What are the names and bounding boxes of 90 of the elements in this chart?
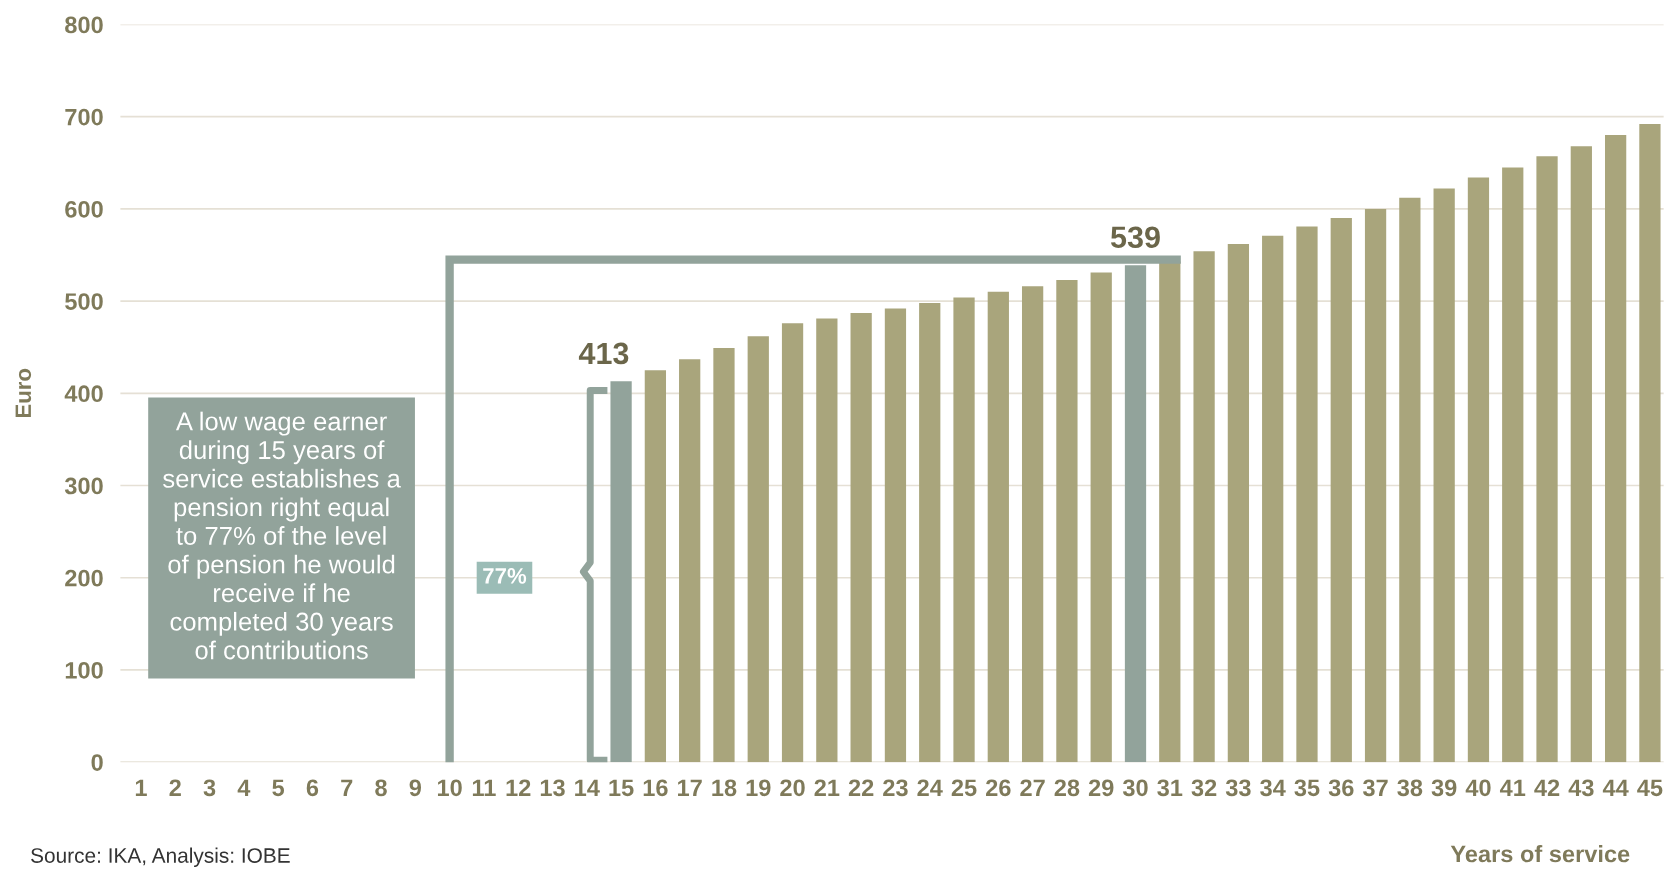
x-tick-label: 11 bbox=[472, 779, 496, 796]
x-tick-label: 34 bbox=[1260, 779, 1286, 797]
bar bbox=[713, 348, 735, 763]
x-tick-label: 29 bbox=[1088, 779, 1114, 797]
bar bbox=[1467, 177, 1490, 763]
x-tick-label: 23 bbox=[883, 779, 908, 797]
x-axis-title: Years of service bbox=[1450, 845, 1630, 863]
bar bbox=[816, 318, 838, 763]
bar bbox=[953, 297, 975, 763]
x-tick-label: 15 bbox=[609, 779, 634, 797]
x-tick-label: 3 bbox=[203, 779, 216, 797]
y-tick-label: 300 bbox=[64, 477, 103, 495]
bar bbox=[679, 359, 701, 763]
bar bbox=[1399, 197, 1421, 763]
bar bbox=[1227, 243, 1250, 763]
x-tick-label: 27 bbox=[1020, 779, 1045, 796]
bar bbox=[1639, 124, 1661, 763]
bar bbox=[1193, 251, 1215, 763]
x-tick-label: 14 bbox=[575, 779, 600, 796]
bar bbox=[747, 336, 769, 763]
bar bbox=[1502, 167, 1524, 763]
x-tick-label: 10 bbox=[437, 779, 462, 797]
bar bbox=[1536, 156, 1558, 763]
bar bbox=[1056, 279, 1078, 763]
y-tick-label: 0 bbox=[91, 754, 103, 771]
x-tick-label: 42 bbox=[1534, 779, 1560, 796]
x-tick-label: 45 bbox=[1637, 779, 1663, 797]
x-tick-label: 40 bbox=[1465, 779, 1491, 797]
y-tick-label: 600 bbox=[65, 200, 103, 218]
x-tick-label: 32 bbox=[1191, 779, 1217, 797]
bar bbox=[884, 308, 907, 763]
x-tick-label: 25 bbox=[951, 779, 977, 797]
x-tick-label: 20 bbox=[780, 779, 805, 797]
data-label: 413 bbox=[578, 342, 629, 365]
x-tick-label: 22 bbox=[848, 779, 874, 796]
x-tick-label: 43 bbox=[1568, 779, 1594, 797]
x-tick-label: 1 bbox=[135, 779, 147, 796]
x-tick-label: 35 bbox=[1294, 779, 1320, 797]
x-tick-label: 5 bbox=[272, 779, 285, 797]
x-tick-label: 31 bbox=[1157, 779, 1183, 797]
x-tick-label: 21 bbox=[814, 779, 840, 796]
x-tick-label: 6 bbox=[306, 779, 319, 797]
x-tick-label: 41 bbox=[1499, 779, 1526, 796]
bar bbox=[1262, 235, 1284, 763]
y-tick-label: 400 bbox=[64, 385, 103, 403]
x-tick-label: 8 bbox=[375, 779, 387, 797]
bar bbox=[1090, 272, 1112, 763]
x-tick-label: 9 bbox=[409, 779, 422, 797]
x-tick-label: 4 bbox=[237, 779, 251, 796]
x-tick-label: 30 bbox=[1122, 779, 1148, 797]
x-tick-label: 19 bbox=[746, 779, 771, 797]
x-tick-label: 36 bbox=[1328, 779, 1354, 797]
y-tick-label: 800 bbox=[65, 16, 103, 34]
data-label: 539 bbox=[1110, 226, 1160, 249]
x-tick-label: 28 bbox=[1054, 779, 1080, 797]
bar bbox=[1570, 146, 1592, 763]
x-tick-label: 24 bbox=[917, 779, 943, 796]
x-tick-label: 26 bbox=[986, 779, 1011, 797]
bar bbox=[1330, 218, 1352, 763]
bar bbox=[1433, 188, 1455, 763]
x-tick-label: 44 bbox=[1602, 779, 1629, 796]
bar bbox=[987, 291, 1009, 763]
y-tick-label: 100 bbox=[65, 661, 103, 679]
x-tick-label: 7 bbox=[341, 779, 353, 796]
y-tick-label: 500 bbox=[65, 293, 103, 310]
y-tick-label: 700 bbox=[65, 108, 103, 126]
x-tick-label: 38 bbox=[1397, 779, 1423, 797]
bar bbox=[1296, 226, 1318, 763]
bar bbox=[1021, 286, 1044, 763]
bar bbox=[1605, 135, 1627, 763]
x-tick-label: 17 bbox=[678, 779, 702, 796]
y-axis-title: Euro bbox=[15, 368, 32, 418]
x-tick-label: 12 bbox=[506, 779, 531, 796]
bar bbox=[781, 323, 804, 763]
x-tick-label: 39 bbox=[1431, 779, 1457, 797]
bar bbox=[1159, 261, 1181, 763]
annotation: 77% bbox=[483, 568, 527, 584]
x-tick-label: 16 bbox=[643, 779, 668, 797]
bar bbox=[1364, 208, 1387, 763]
x-tick-label: 13 bbox=[540, 779, 565, 797]
x-tick-label: 37 bbox=[1362, 779, 1388, 797]
x-tick-label: 2 bbox=[169, 779, 181, 796]
bar bbox=[850, 313, 872, 763]
text: A low wage earner during 15 years of service establishes a pension right equal to 77% of the level of pension he would receive if he completed 30 years of contributions bbox=[163, 411, 401, 660]
y-tick-label: 200 bbox=[65, 569, 103, 587]
bar bbox=[919, 302, 941, 763]
bar bbox=[644, 370, 667, 763]
x-tick-label: 18 bbox=[712, 779, 737, 797]
x-tick-label: 33 bbox=[1225, 779, 1251, 797]
source-note: Source: IKA, Analysis: IOBE bbox=[31, 847, 290, 868]
